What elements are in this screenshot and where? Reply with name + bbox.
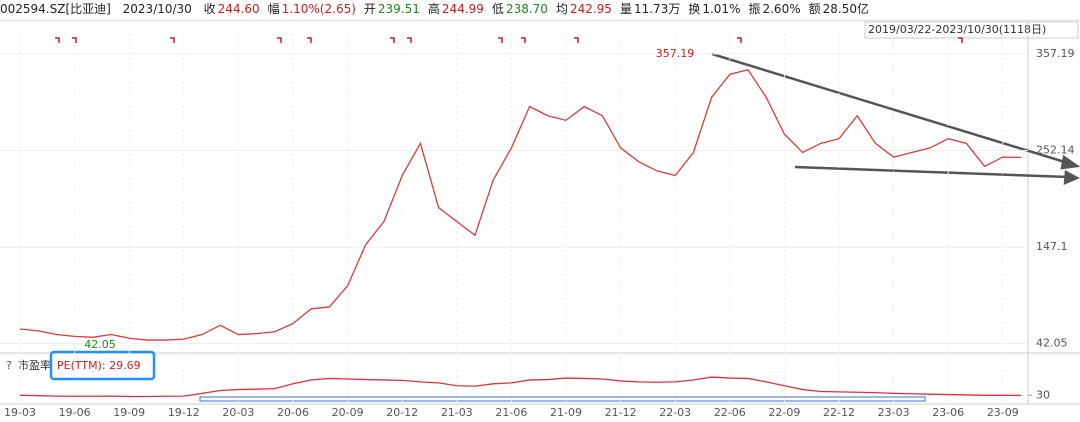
- pe-title: 市盈率: [18, 358, 51, 372]
- x-tick-label: 21-09: [550, 406, 582, 419]
- x-tick-label: 23-09: [987, 406, 1019, 419]
- quote-label: 量: [619, 2, 632, 16]
- price-line: [19, 376, 1022, 398]
- quote-label: 振: [748, 2, 761, 16]
- high-label: 357.19: [656, 47, 695, 60]
- quote-value: 1.01%: [702, 2, 741, 16]
- pe-label: PE(TTM): 29.69: [57, 359, 141, 372]
- y-tick-label: 252.14: [1036, 144, 1075, 157]
- event-marker: [574, 37, 579, 43]
- quote-value: 1.10%(2.65): [281, 2, 356, 16]
- y-tick-label: 147.1: [1036, 240, 1068, 253]
- x-tick-label: 23-06: [932, 406, 964, 419]
- y-tick-label: 357.19: [1036, 47, 1075, 60]
- help-icon[interactable]: ?: [6, 359, 12, 372]
- x-tick-label: 22-12: [823, 406, 855, 419]
- header: 002594.SZ[比亚迪] 2023/10/30 收 244.60 幅 1.10%(…: [0, 0, 1080, 21]
- event-marker: [390, 37, 395, 43]
- trend-lines: [711, 52, 1080, 185]
- quote-label: 开: [363, 2, 376, 16]
- event-marker: [277, 37, 282, 43]
- quote-value: 2.60%: [762, 2, 801, 16]
- x-tick-label: 23-03: [878, 406, 910, 419]
- event-marker: [72, 37, 77, 43]
- quote-label: 换: [688, 2, 701, 16]
- y-tick-label: 42.05: [1036, 337, 1068, 350]
- event-marker: [55, 37, 60, 43]
- event-marker: [521, 37, 526, 43]
- quote-item: 低 238.70: [492, 2, 548, 16]
- event-marker: [498, 37, 503, 43]
- quote-item: 额 28.50亿: [809, 2, 869, 16]
- highlight-box: [49, 350, 156, 381]
- y-tick-label: 30: [1036, 388, 1050, 401]
- quote-item: 均 242.95: [556, 2, 612, 16]
- x-tick-label: 21-03: [441, 406, 473, 419]
- x-tick-label: 19-09: [113, 406, 145, 419]
- quote-value: 239.51: [377, 2, 420, 16]
- range-box[interactable]: [864, 21, 1079, 39]
- quote-item: 收 244.60: [204, 2, 260, 16]
- x-tick-label: 20-09: [332, 406, 364, 419]
- quote-label: 幅: [267, 2, 280, 16]
- event-marker: [307, 37, 312, 43]
- low-label: 42.05: [84, 338, 116, 351]
- quote-value: 244.99: [441, 2, 484, 16]
- event-marker: [737, 37, 742, 43]
- quote-item: 振 2.60%: [748, 2, 800, 16]
- quote-value: 28.50亿: [822, 2, 869, 16]
- x-tick-label: 20-12: [386, 406, 418, 419]
- x-tick-label: 21-12: [605, 406, 637, 419]
- x-tick-label: 19-03: [4, 406, 36, 419]
- price-line: [19, 69, 1022, 341]
- band: [199, 396, 926, 402]
- quote-item: 换 1.01%: [688, 2, 740, 16]
- quote-item: 幅 1.10%(2.65): [268, 2, 356, 16]
- quote-label: 高: [427, 2, 440, 16]
- x-tick-label: 19-06: [59, 406, 91, 419]
- x-tick-label: 20-03: [222, 406, 254, 419]
- code: 002594.SZ[比亚迪]: [0, 2, 111, 16]
- quote-value: 242.95: [569, 2, 612, 16]
- quote-item: 开 239.51: [364, 2, 420, 16]
- x-tick-label: 22-06: [714, 406, 746, 419]
- quote-item: 高 244.99: [428, 2, 484, 16]
- x-tick-label: 22-03: [659, 406, 691, 419]
- event-marker: [958, 37, 963, 43]
- date: 2023/10/30: [122, 2, 192, 16]
- quote-label: 额: [808, 2, 821, 16]
- quote-value: 238.70: [505, 2, 548, 16]
- quote-label: 收: [203, 2, 216, 16]
- quote-value: 244.60: [217, 2, 260, 16]
- quote-item: 量 11.73万: [620, 2, 680, 16]
- range: 2019/03/22-2023/10/30(1118日): [868, 23, 1046, 36]
- event-marker: [170, 37, 175, 43]
- quote-label: 低: [491, 2, 504, 16]
- x-tick-label: 20-06: [277, 406, 309, 419]
- x-tick-label: 19-12: [168, 406, 200, 419]
- x-tick-label: 21-06: [495, 406, 527, 419]
- quote-value: 11.73万: [633, 2, 681, 16]
- event-marker: [407, 37, 412, 43]
- quote-label: 均: [555, 2, 568, 16]
- x-tick-label: 22-09: [768, 406, 800, 419]
